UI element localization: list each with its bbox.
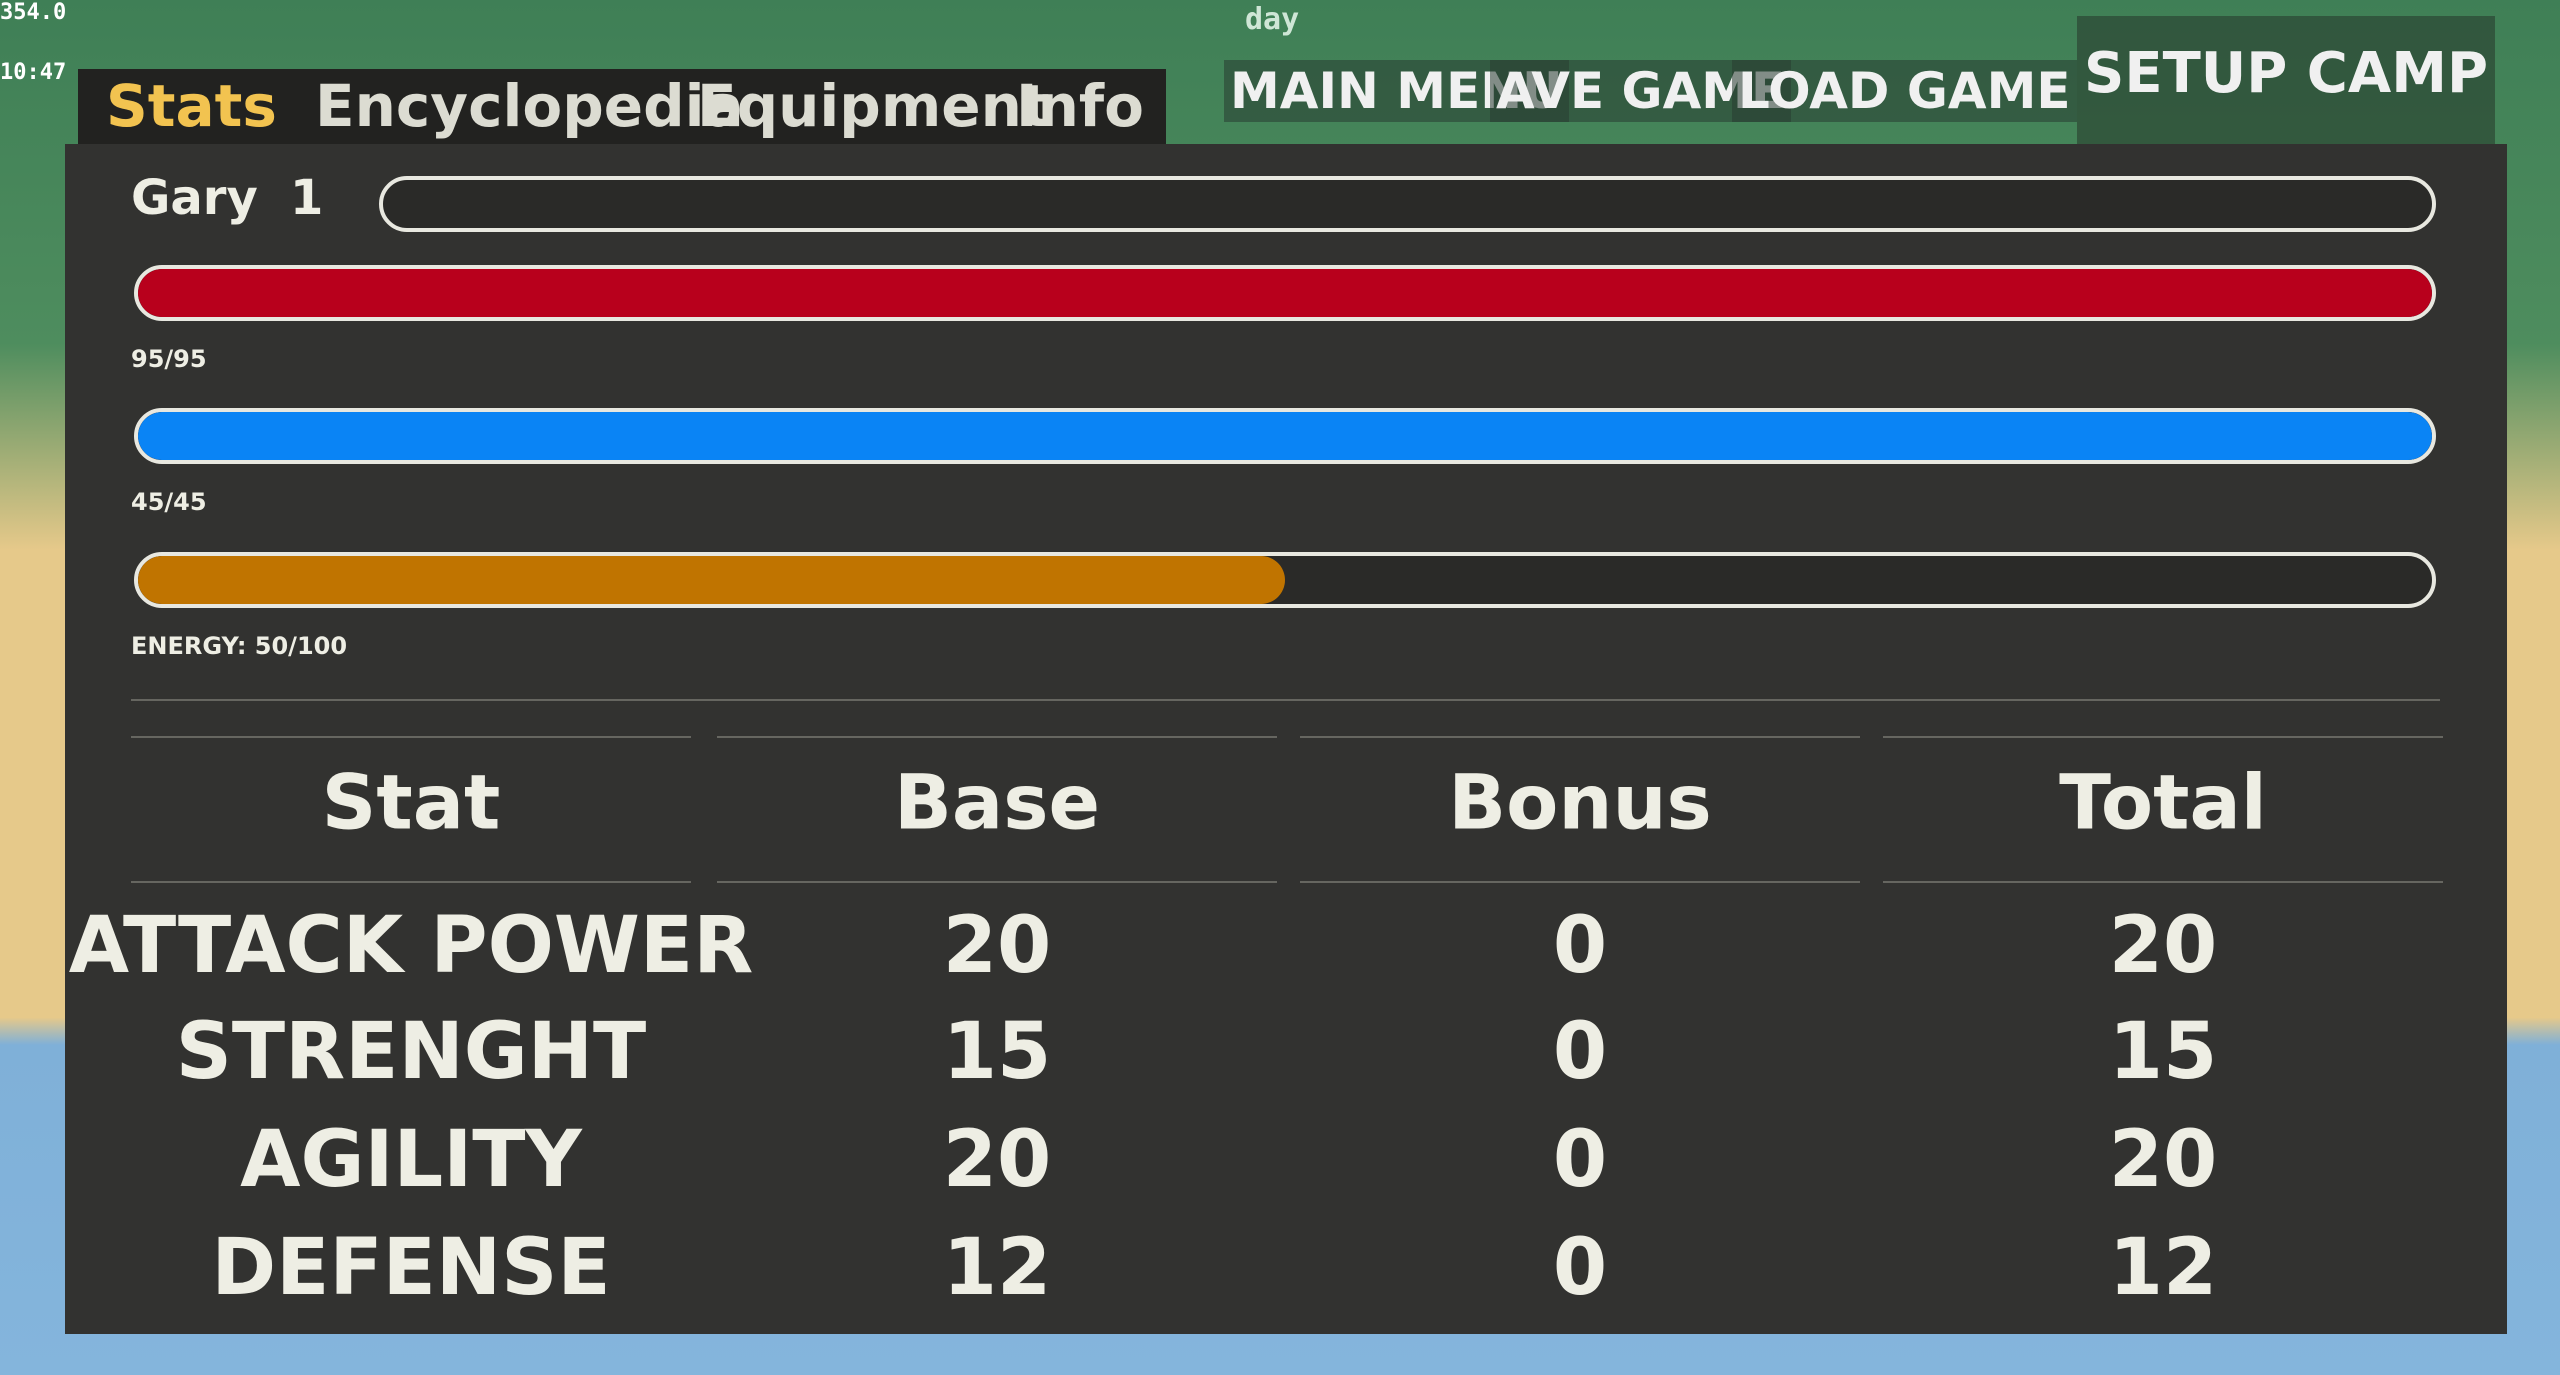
stat-value: 15 <box>942 1007 1052 1097</box>
fps-counter: 354.0 <box>0 0 67 25</box>
stat-value: 0 <box>1552 901 1608 991</box>
bar-label: 95/95 <box>131 345 207 373</box>
bar-fill <box>138 269 2432 317</box>
camp-button[interactable]: SETUP CAMP <box>2077 16 2495 144</box>
tabs-bar <box>78 69 1166 144</box>
character-level: 1 <box>290 170 324 226</box>
table-rule <box>1300 881 1860 883</box>
bar-track <box>134 552 2436 608</box>
table-rule <box>1883 736 2443 738</box>
stat-name: STRENGHT <box>175 1007 647 1097</box>
stat-value: 12 <box>2108 1223 2218 1313</box>
stat-name: DEFENSE <box>211 1223 611 1313</box>
table-rule <box>717 881 1277 883</box>
bar-label: ENERGY: 50/100 <box>131 632 348 660</box>
table-rule <box>717 736 1277 738</box>
stat-value: 20 <box>942 901 1052 991</box>
table-rule <box>131 881 691 883</box>
bar-track <box>134 408 2436 464</box>
bar-track <box>134 265 2436 321</box>
table-header: Total <box>2059 757 2267 847</box>
menu-button[interactable]: LOAD GAME <box>1732 60 2077 122</box>
table-header: Bonus <box>1448 757 1712 847</box>
stat-value: 0 <box>1552 1007 1608 1097</box>
day-phase: day <box>1245 2 1300 37</box>
character-name: Gary <box>131 170 258 226</box>
stat-value: 15 <box>2108 1007 2218 1097</box>
tab[interactable]: Info <box>1016 72 1144 140</box>
stat-value: 20 <box>942 1115 1052 1205</box>
table-rule <box>1883 881 2443 883</box>
stat-name: ATTACK POWER <box>68 901 754 991</box>
xp-bar <box>379 176 2436 232</box>
stat-value: 0 <box>1552 1115 1608 1205</box>
stat-name: AGILITY <box>240 1115 582 1205</box>
table-header: Stat <box>321 757 501 847</box>
bar-label: 45/45 <box>131 488 207 516</box>
panel <box>65 144 2507 1334</box>
table-header: Base <box>894 757 1100 847</box>
tab[interactable]: Stats <box>106 72 277 140</box>
table-rule <box>1300 736 1860 738</box>
tab[interactable]: Encyclopedia <box>315 72 744 140</box>
stat-value: 0 <box>1552 1223 1608 1313</box>
bar-fill <box>138 556 1285 604</box>
stat-value: 20 <box>2108 901 2218 991</box>
tab[interactable]: Equipment <box>697 72 1050 140</box>
camp-label: SETUP CAMP <box>2083 41 2489 106</box>
stat-value: 20 <box>2108 1115 2218 1205</box>
divider <box>131 699 2440 701</box>
clock: 10:47 <box>0 60 67 85</box>
bar-fill <box>138 412 2432 460</box>
stat-value: 12 <box>942 1223 1052 1313</box>
table-rule <box>131 736 691 738</box>
